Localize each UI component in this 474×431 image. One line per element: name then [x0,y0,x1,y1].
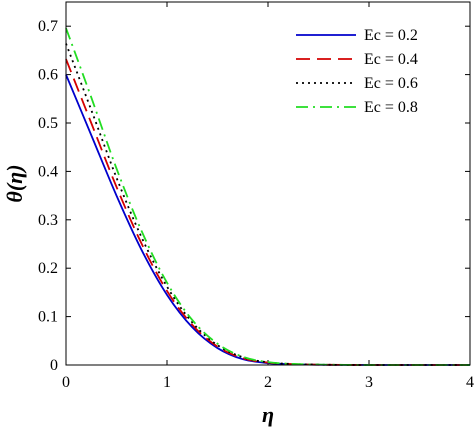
x-tick-label: 2 [264,374,272,391]
y-tick-labels: 0 0.1 0.2 0.3 0.4 0.5 0.6 0.7 [38,18,58,374]
legend-box [290,12,460,114]
plot-frame [65,1,471,366]
y-tick-label: 0.1 [38,309,58,326]
y-tick-label: 0 [50,357,58,374]
series-line-1 [65,74,470,366]
x-tick-labels: 0 1 2 3 4 [62,374,474,391]
legend-label: Ec = 0.6 [364,75,418,92]
x-tick-label: 4 [466,374,474,391]
y-tick-label: 0.5 [38,115,58,132]
legend-label: Ec = 0.2 [364,27,418,44]
y-tick-label: 0.3 [38,212,58,229]
legend-label: Ec = 0.8 [364,99,418,116]
series-line-3 [65,43,470,366]
y-tick-label: 0.2 [38,260,58,277]
x-tick-label: 1 [163,374,171,391]
y-axis-title: θ(η) [2,164,27,202]
y-tick-label: 0.7 [38,18,58,35]
y-tick-label: 0.4 [38,163,58,180]
legend-label: Ec = 0.4 [364,51,418,68]
legend: Ec = 0.2 Ec = 0.4 Ec = 0.6 Ec = 0.8 [290,12,460,116]
y-tick-label: 0.6 [38,67,58,84]
x-tick-label: 3 [365,374,373,391]
x-tick-label: 0 [62,374,70,391]
x-axis-title: η [262,402,274,427]
